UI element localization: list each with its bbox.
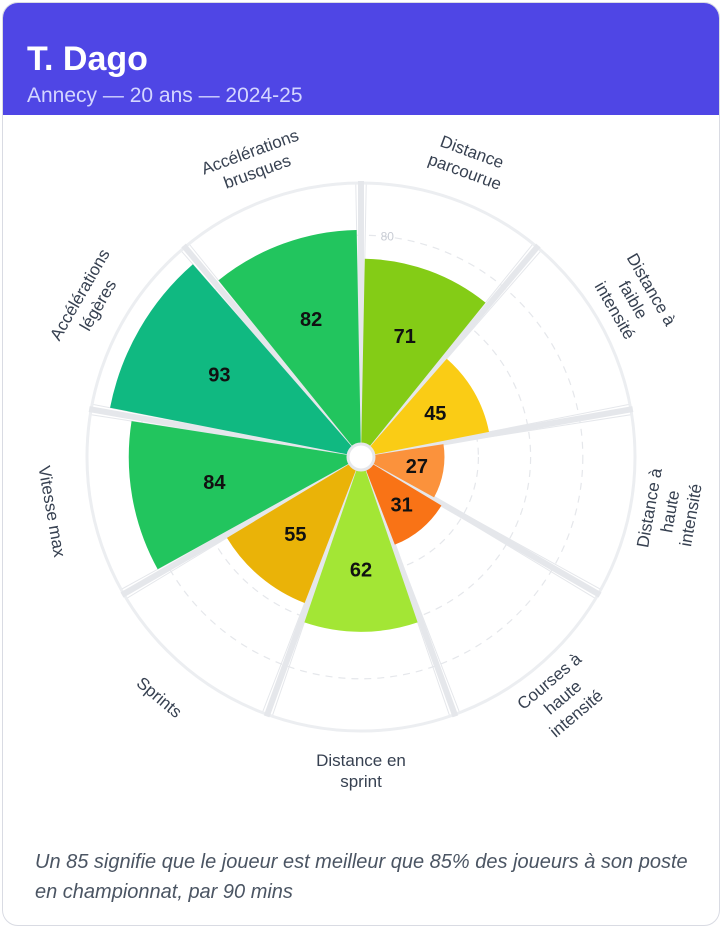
value-label: 62: [350, 559, 372, 581]
value-label: 31: [390, 494, 412, 516]
value-label: 45: [424, 403, 446, 425]
bar-2: [369, 358, 490, 455]
spoke: [373, 406, 634, 458]
value-label: 55: [284, 524, 306, 546]
bar-7: [128, 421, 350, 570]
player-meta: Annecy — 20 ans — 2024-25: [27, 84, 303, 107]
value-label: 27: [406, 456, 428, 478]
player-name: T. Dago: [27, 40, 148, 78]
bar-8: [110, 264, 353, 455]
spoke: [367, 243, 541, 449]
bar-9: [218, 230, 361, 447]
spoke: [88, 406, 349, 458]
value-label: 84: [203, 472, 226, 494]
card-header: T. Dago Annecy — 20 ans — 2024-25: [3, 3, 719, 115]
spoke: [120, 460, 352, 598]
footnote: Un 85 signifie que le joueur est meilleu…: [35, 851, 688, 903]
bar-4: [365, 463, 442, 545]
category-label-7: Vitesse max: [34, 464, 69, 559]
category-label-5: Distance en sprint: [316, 751, 406, 791]
category-label-6: Sprints: [133, 673, 186, 722]
category-label-line: sprint: [340, 772, 382, 791]
value-label: 93: [208, 364, 230, 386]
bar-3: [372, 444, 445, 498]
category-label-line: Distance en: [316, 751, 406, 770]
bar-5: [304, 469, 418, 632]
spoke: [263, 468, 360, 718]
spoke: [362, 468, 459, 718]
center-hole: [346, 442, 376, 472]
bar-1: [361, 258, 486, 447]
tick-label-80: 80: [381, 230, 395, 244]
bar-6: [226, 463, 357, 604]
category-label-line: Vitesse max: [34, 464, 69, 559]
spoke: [181, 243, 355, 449]
spoke: [370, 460, 602, 598]
category-label-line: Sprints: [133, 673, 186, 722]
value-label: 71: [394, 326, 416, 348]
value-label: 82: [300, 309, 322, 331]
